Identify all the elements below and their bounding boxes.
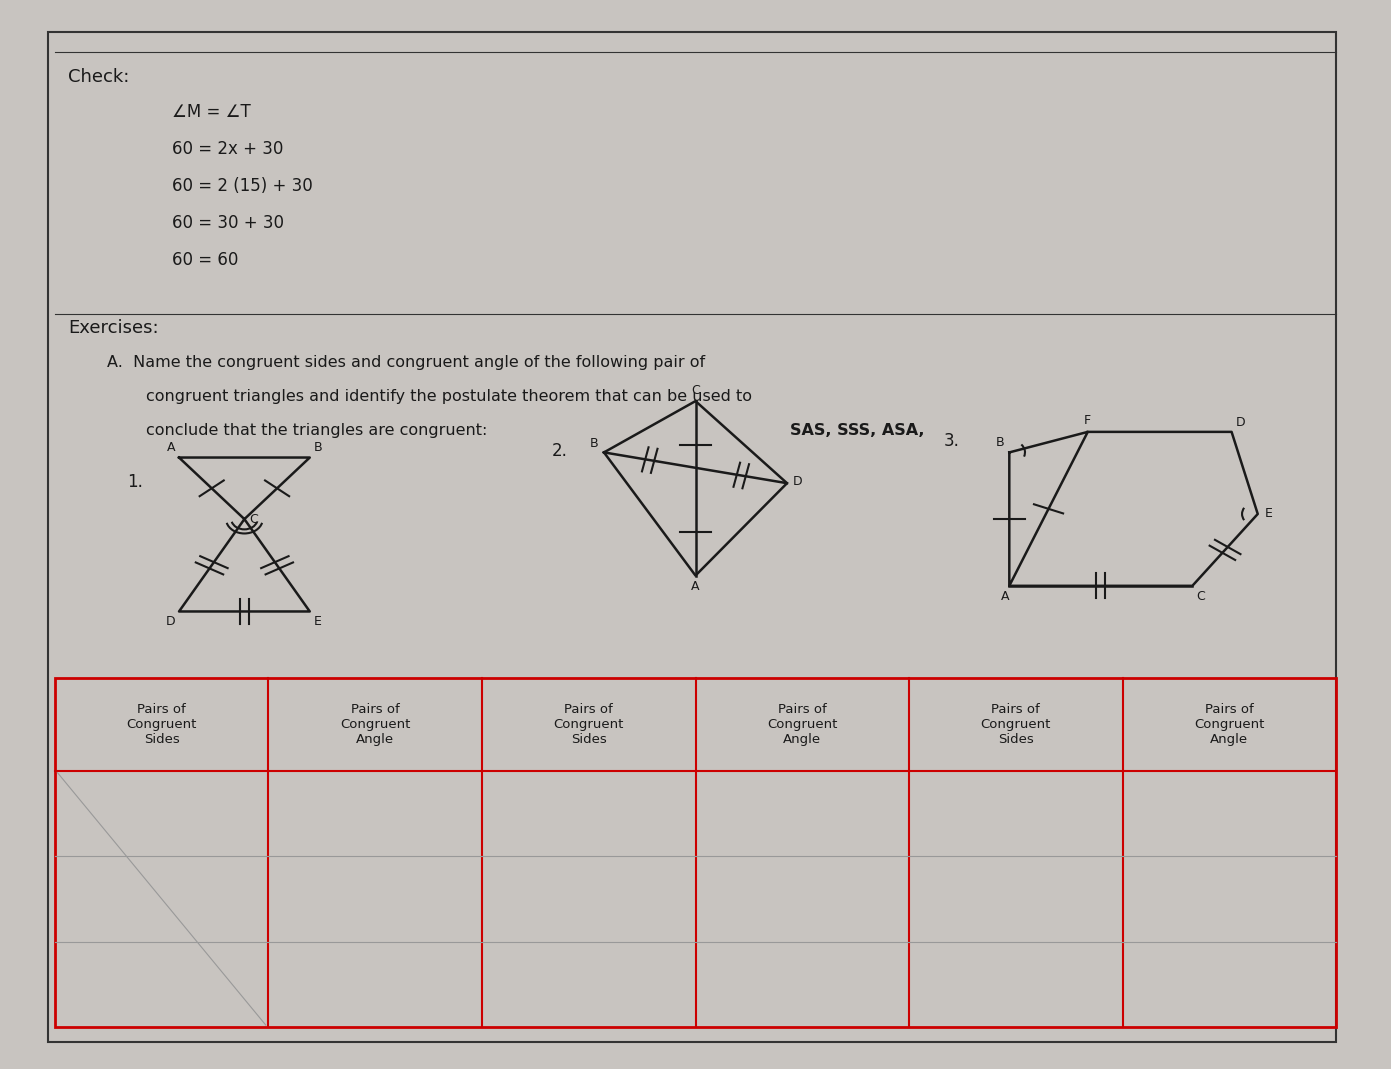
- Text: Pairs of
Congruent
Angle: Pairs of Congruent Angle: [766, 702, 837, 746]
- Text: Pairs of
Congruent
Angle: Pairs of Congruent Angle: [339, 702, 410, 746]
- Text: 60 = 2 (15) + 30: 60 = 2 (15) + 30: [172, 177, 313, 196]
- Text: A: A: [1002, 590, 1010, 603]
- Text: B: B: [590, 437, 598, 450]
- Text: 60 = 30 + 30: 60 = 30 + 30: [172, 214, 285, 232]
- Text: E: E: [314, 615, 321, 628]
- Text: 3.: 3.: [944, 432, 960, 450]
- Text: 60 = 60: 60 = 60: [172, 251, 239, 269]
- Text: B: B: [314, 441, 323, 454]
- Text: Pairs of
Congruent
Angle: Pairs of Congruent Angle: [1195, 702, 1264, 746]
- Text: C: C: [249, 513, 259, 526]
- Text: 1.: 1.: [127, 472, 143, 491]
- Text: A: A: [167, 441, 175, 454]
- Text: A: A: [691, 579, 700, 592]
- Text: congruent triangles and identify the postulate theorem that can be used to: congruent triangles and identify the pos…: [146, 389, 753, 404]
- Text: SAS, SSS, ASA,: SAS, SSS, ASA,: [790, 422, 924, 437]
- Text: conclude that the triangles are congruent:: conclude that the triangles are congruen…: [146, 422, 492, 437]
- Text: D: D: [166, 615, 175, 628]
- Text: Check:: Check:: [68, 67, 129, 86]
- Text: E: E: [1264, 508, 1273, 521]
- Text: ∠M = ∠T: ∠M = ∠T: [172, 104, 252, 122]
- Text: D: D: [1235, 416, 1245, 429]
- Text: A.  Name the congruent sides and congruent angle of the following pair of: A. Name the congruent sides and congruen…: [107, 355, 705, 370]
- Text: C: C: [691, 384, 700, 397]
- Text: Exercises:: Exercises:: [68, 319, 159, 337]
- Text: 2.: 2.: [552, 443, 568, 460]
- Text: D: D: [793, 475, 801, 487]
- Text: Pairs of
Congruent
Sides: Pairs of Congruent Sides: [981, 702, 1052, 746]
- Text: Pairs of
Congruent
Sides: Pairs of Congruent Sides: [554, 702, 625, 746]
- Text: C: C: [1196, 590, 1205, 603]
- Text: F: F: [1084, 414, 1092, 427]
- Text: B: B: [996, 436, 1004, 449]
- Text: 60 = 2x + 30: 60 = 2x + 30: [172, 140, 284, 158]
- Text: Pairs of
Congruent
Sides: Pairs of Congruent Sides: [127, 702, 196, 746]
